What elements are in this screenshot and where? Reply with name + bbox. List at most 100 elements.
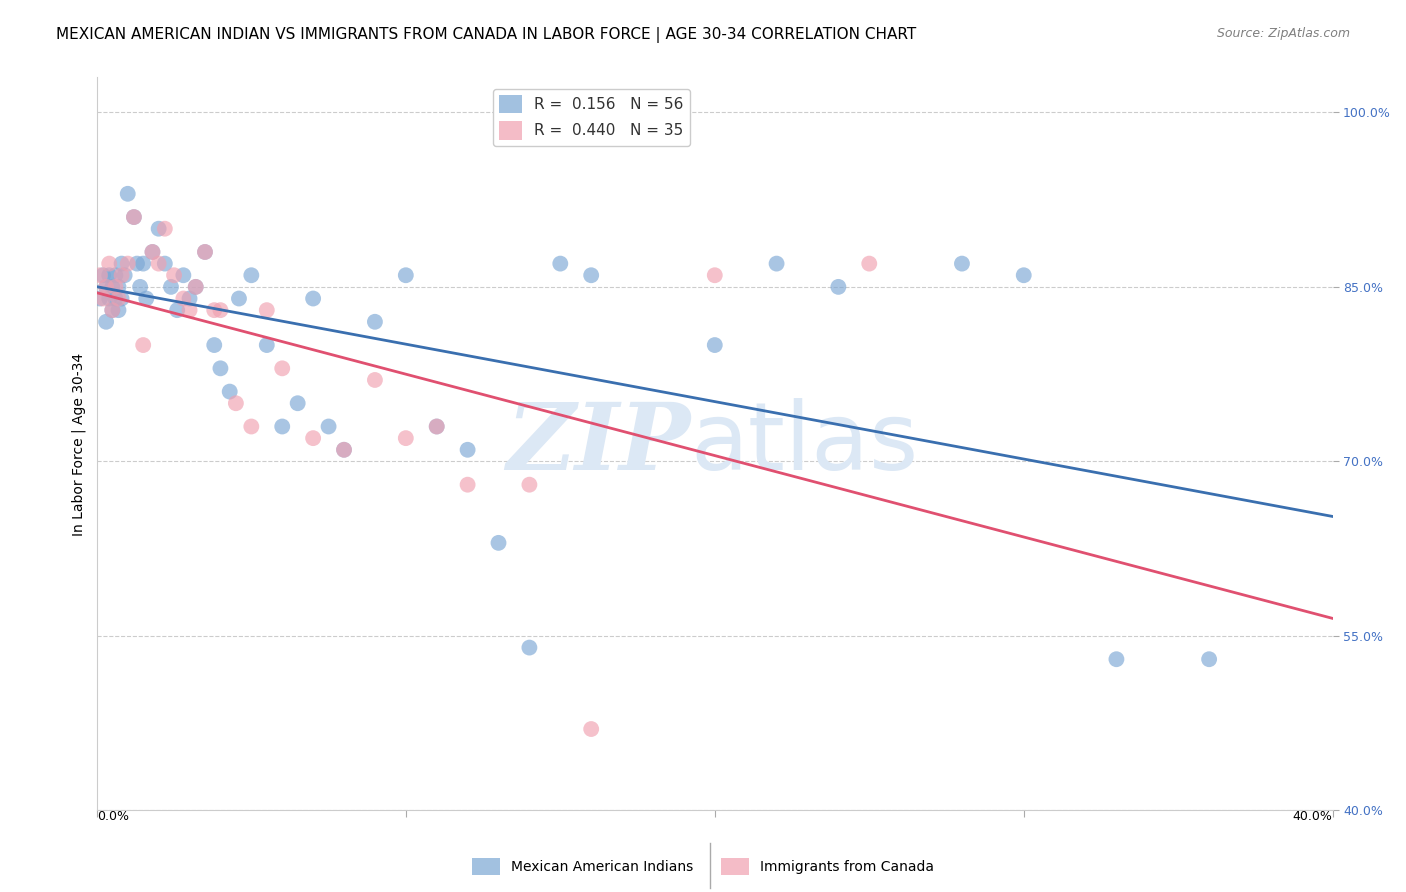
Text: Source: ZipAtlas.com: Source: ZipAtlas.com: [1216, 27, 1350, 40]
Point: [172, 292, 194, 306]
Point: [1198, 652, 1220, 666]
Point: [89, 268, 111, 283]
Point: [194, 244, 217, 259]
Point: [153, 257, 176, 271]
Point: [457, 442, 479, 457]
Point: [132, 257, 155, 271]
Point: [179, 292, 201, 306]
Legend: R =  0.156   N = 56, R =  0.440   N = 35: R = 0.156 N = 56, R = 0.440 N = 35: [494, 88, 689, 146]
Point: [117, 257, 139, 271]
Point: [114, 268, 136, 283]
Point: [107, 303, 129, 318]
Point: [94, 280, 117, 294]
Point: [148, 221, 170, 235]
Point: [148, 257, 170, 271]
Point: [550, 257, 572, 271]
Point: [256, 338, 278, 352]
Text: ZIP: ZIP: [506, 399, 690, 489]
Point: [98, 257, 121, 271]
Point: [579, 722, 602, 736]
Point: [194, 244, 217, 259]
Point: [703, 268, 725, 283]
Point: [333, 442, 356, 457]
Point: [218, 384, 240, 399]
Point: [302, 292, 325, 306]
Point: [184, 280, 207, 294]
Point: [271, 419, 294, 434]
Point: [426, 419, 449, 434]
Point: [94, 315, 117, 329]
Point: [318, 419, 340, 434]
Point: [271, 361, 294, 376]
Point: [364, 315, 387, 329]
Point: [110, 257, 132, 271]
Point: [228, 292, 250, 306]
Point: [132, 338, 155, 352]
Point: [395, 431, 418, 445]
Point: [426, 419, 449, 434]
Point: [287, 396, 309, 410]
Point: [110, 292, 132, 306]
Point: [202, 303, 225, 318]
Point: [89, 292, 111, 306]
Point: [125, 257, 148, 271]
Point: [519, 640, 541, 655]
Point: [110, 268, 132, 283]
Point: [101, 280, 124, 294]
Point: [129, 280, 152, 294]
Point: [98, 292, 121, 306]
Point: [457, 477, 479, 491]
Point: [107, 292, 129, 306]
Point: [122, 210, 145, 224]
Point: [202, 338, 225, 352]
Point: [141, 244, 163, 259]
Point: [1105, 652, 1128, 666]
Point: [160, 280, 183, 294]
Point: [153, 221, 176, 235]
Point: [91, 292, 114, 306]
Point: [950, 257, 973, 271]
Point: [107, 280, 129, 294]
Text: MEXICAN AMERICAN INDIAN VS IMMIGRANTS FROM CANADA IN LABOR FORCE | AGE 30-34 COR: MEXICAN AMERICAN INDIAN VS IMMIGRANTS FR…: [56, 27, 917, 43]
Point: [122, 210, 145, 224]
Point: [333, 442, 356, 457]
Point: [141, 244, 163, 259]
Point: [703, 338, 725, 352]
Point: [163, 268, 186, 283]
Point: [256, 303, 278, 318]
Point: [98, 268, 121, 283]
Point: [166, 303, 188, 318]
Point: [519, 477, 541, 491]
Point: [240, 419, 263, 434]
Point: [395, 268, 418, 283]
Point: [101, 303, 124, 318]
Y-axis label: In Labor Force | Age 30-34: In Labor Force | Age 30-34: [72, 352, 86, 535]
Point: [488, 536, 510, 550]
Point: [117, 186, 139, 201]
Point: [364, 373, 387, 387]
Point: [858, 257, 880, 271]
Point: [827, 280, 849, 294]
Point: [172, 268, 194, 283]
Point: [225, 396, 247, 410]
Text: 0.0%: 0.0%: [97, 811, 129, 823]
Point: [91, 268, 114, 283]
Point: [104, 292, 127, 306]
Point: [104, 280, 127, 294]
Legend: Mexican American Indians, Immigrants from Canada: Mexican American Indians, Immigrants fro…: [467, 853, 939, 880]
Point: [184, 280, 207, 294]
Point: [101, 303, 124, 318]
Point: [240, 268, 263, 283]
Point: [135, 292, 157, 306]
Point: [94, 280, 117, 294]
Point: [104, 268, 127, 283]
Text: atlas: atlas: [690, 398, 918, 490]
Point: [302, 431, 325, 445]
Point: [179, 303, 201, 318]
Point: [765, 257, 787, 271]
Point: [209, 361, 232, 376]
Point: [579, 268, 602, 283]
Point: [209, 303, 232, 318]
Text: 40.0%: 40.0%: [1294, 811, 1333, 823]
Point: [1012, 268, 1035, 283]
